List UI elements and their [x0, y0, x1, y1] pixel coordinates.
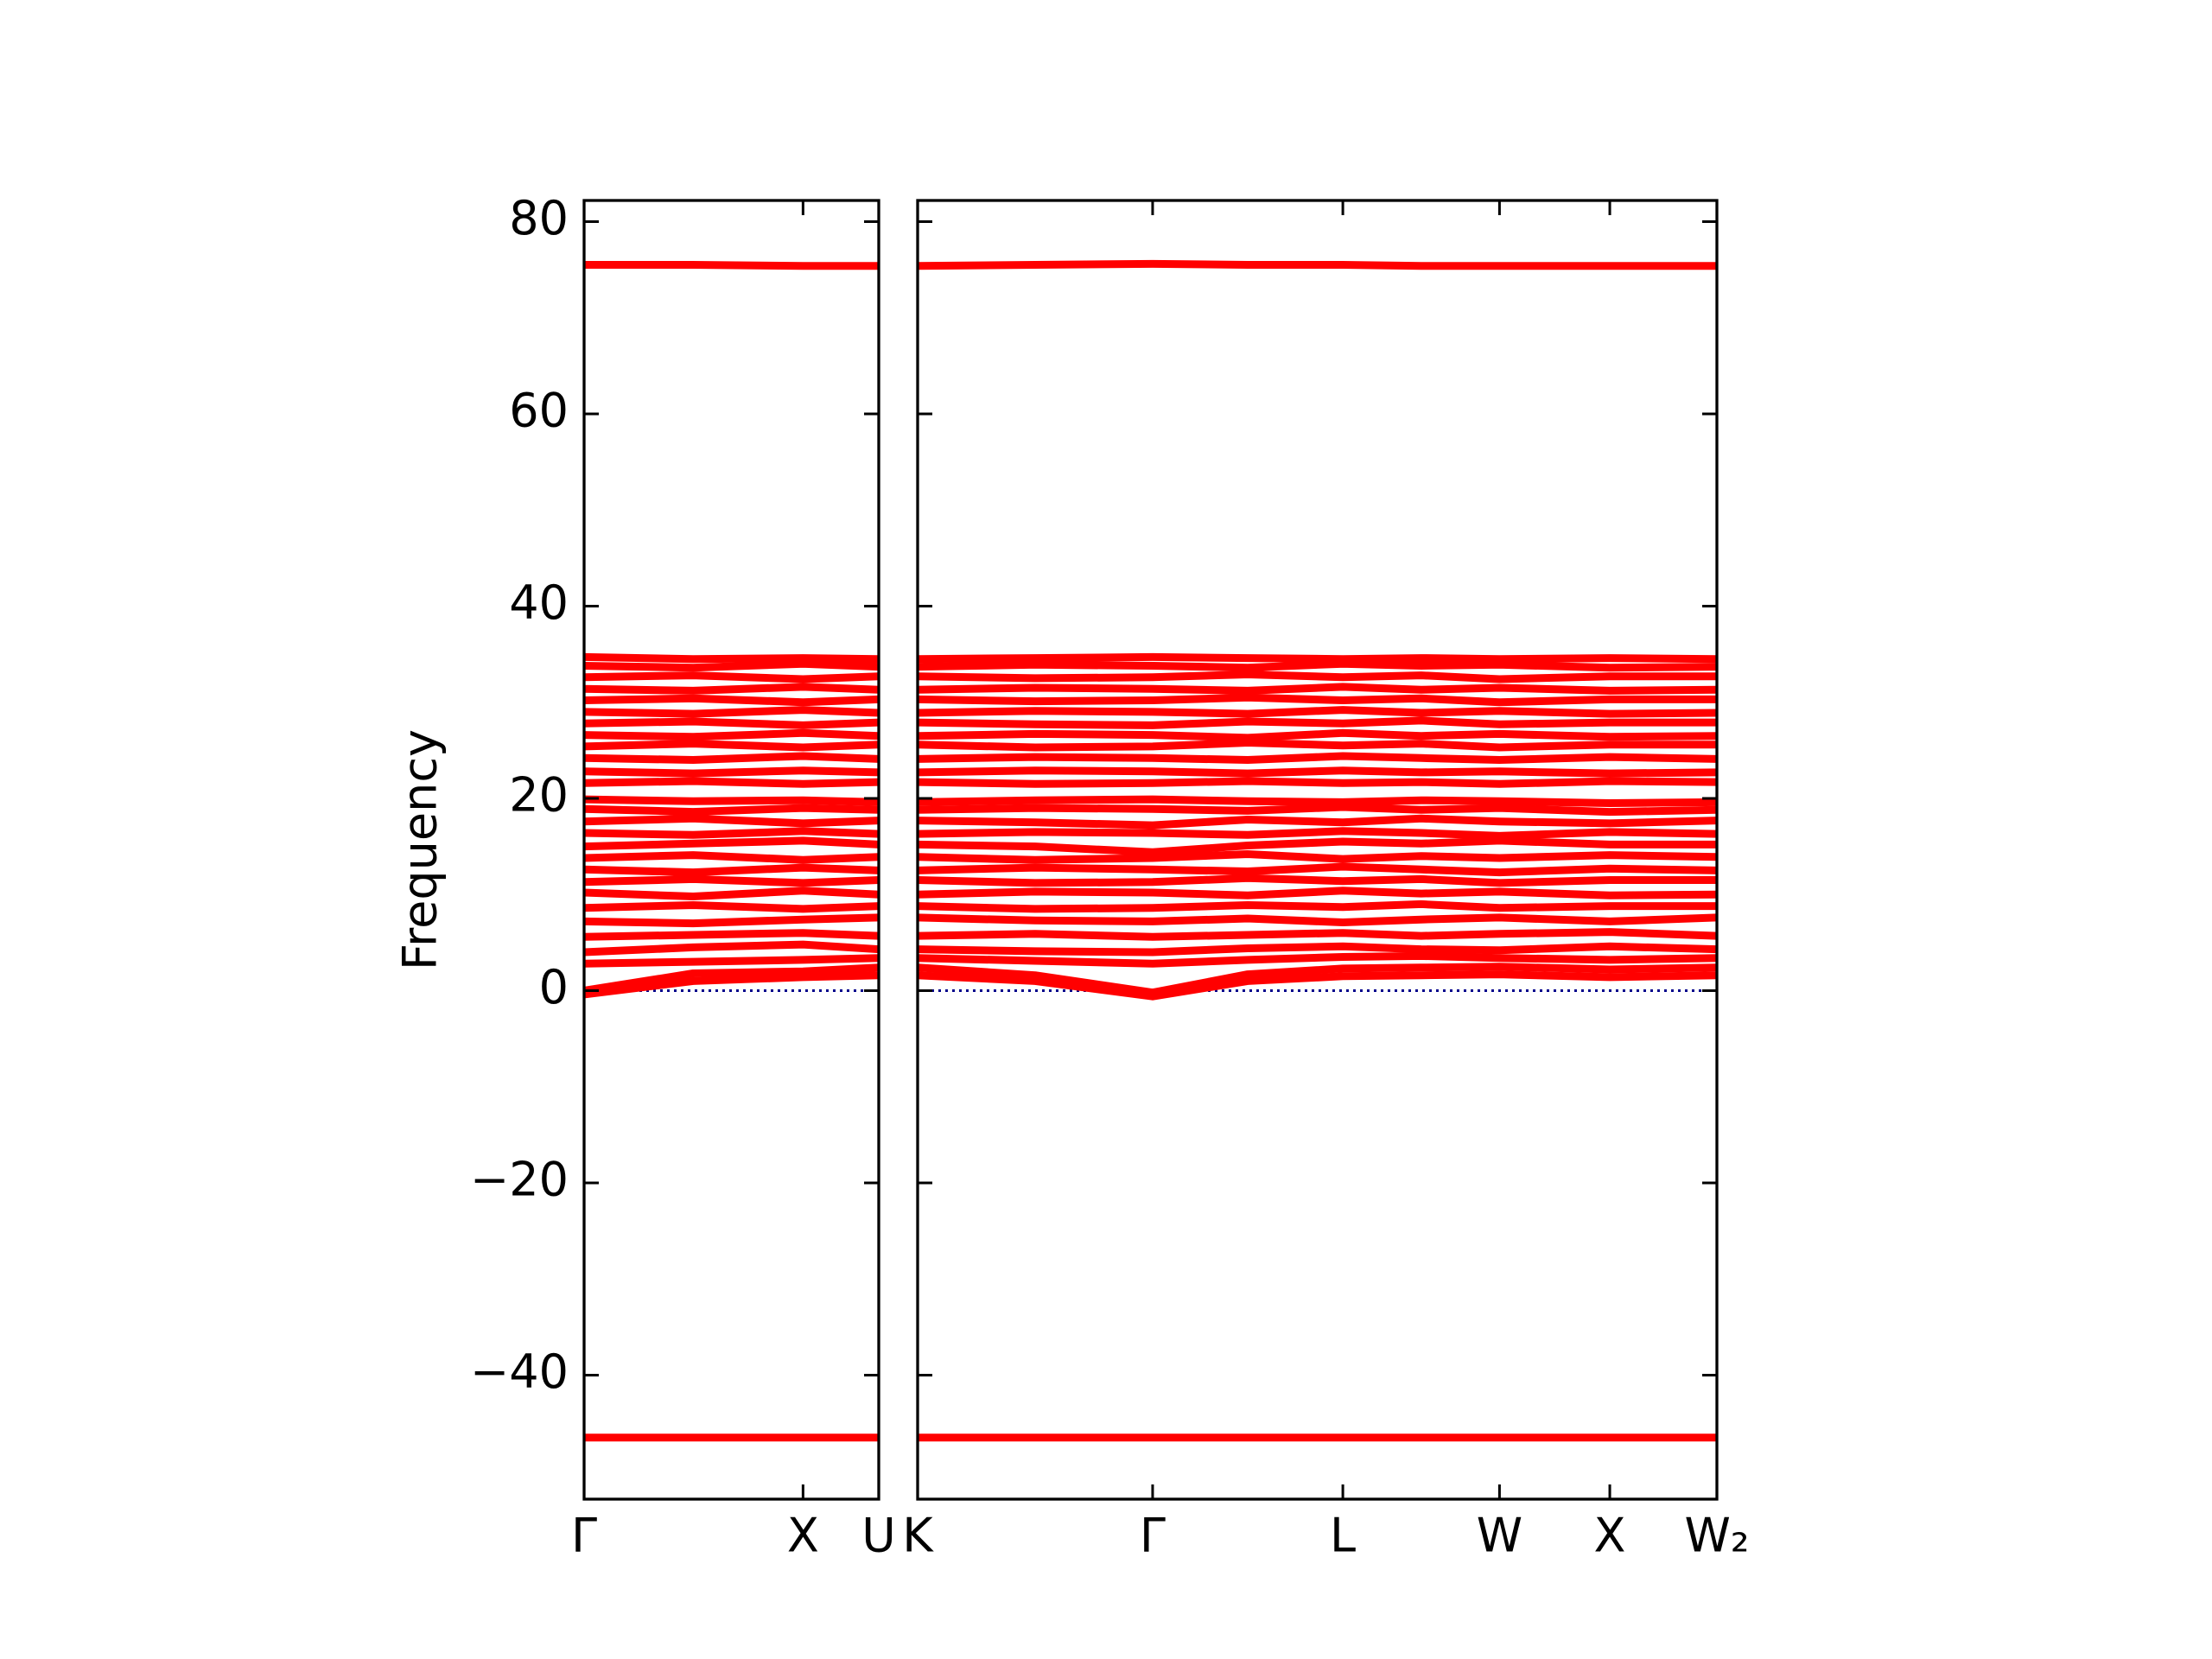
band-line: [583, 814, 880, 828]
band-line: [917, 970, 1718, 1001]
y-tick-label: 40: [509, 575, 569, 630]
band-line: [917, 887, 1718, 899]
band-line: [583, 671, 880, 683]
band-line: [917, 716, 1717, 729]
x-tick-label: Γ: [571, 1509, 597, 1563]
band-line: [583, 804, 880, 817]
band-line: [917, 874, 1717, 887]
band-line: [583, 940, 880, 957]
band-line: [583, 766, 880, 778]
x-tick-label: L: [1330, 1509, 1356, 1563]
band-line: [583, 836, 880, 851]
band-line: [917, 827, 1718, 840]
y-tick-label: 80: [509, 191, 569, 245]
x-tick-label: U: [861, 1509, 896, 1563]
y-tick-label: −40: [470, 1344, 569, 1399]
band-line: [583, 851, 880, 864]
band-line: [583, 901, 880, 913]
band-line: [917, 899, 1717, 913]
y-tick-label: −20: [470, 1153, 569, 1207]
band-line: [917, 836, 1717, 856]
band-line: [583, 740, 880, 752]
x-tick-label: W₂: [1684, 1509, 1749, 1563]
plot-frame: [582, 199, 880, 1501]
band-line: [917, 652, 1718, 664]
band-line: [583, 652, 880, 664]
band-line: [583, 795, 880, 806]
y-tick-label: 20: [509, 768, 569, 823]
plot-frame: [916, 199, 1719, 1501]
band-line: [583, 659, 880, 672]
band-line: [583, 728, 880, 741]
x-tick-label: X: [787, 1509, 819, 1563]
y-tick-label: 0: [539, 960, 569, 1014]
x-tick-label: X: [1594, 1509, 1626, 1563]
band-line: [917, 913, 1718, 926]
band-line: [583, 887, 880, 900]
band-line: [917, 766, 1718, 778]
band-line: [917, 259, 1717, 270]
band-line: [917, 728, 1718, 742]
band-line: [917, 951, 1718, 968]
band-line: [917, 659, 1718, 672]
band-line: [917, 693, 1717, 707]
y-axis-label: Frequency: [393, 729, 448, 970]
x-tick-label: K: [902, 1509, 934, 1563]
band-line: [917, 752, 1718, 764]
band-line: [917, 795, 1718, 807]
band-line: [584, 261, 879, 270]
band-line: [583, 694, 880, 707]
band-line: [917, 814, 1718, 830]
band-line: [917, 803, 1718, 817]
band-line: [917, 671, 1717, 683]
band-line: [917, 963, 1718, 997]
band-line: [583, 706, 880, 718]
band-line: [583, 777, 880, 788]
band-line: [583, 827, 880, 839]
y-tick-label: 60: [509, 384, 569, 438]
band-line: [583, 929, 880, 941]
band-line: [917, 850, 1718, 864]
band-line: [917, 928, 1718, 941]
band-line: [917, 739, 1717, 752]
band-line: [583, 683, 880, 695]
band-line: [917, 706, 1718, 718]
band-line: [583, 971, 880, 999]
band-line: [917, 683, 1718, 695]
band-line: [917, 942, 1718, 957]
band-line: [917, 862, 1718, 877]
band-line: [583, 863, 880, 877]
band-line: [583, 913, 880, 928]
band-line: [583, 874, 880, 887]
band-line: [583, 717, 880, 729]
band-line: [583, 954, 880, 968]
x-tick-label: W: [1477, 1509, 1522, 1563]
band-line: [583, 963, 880, 995]
band-line: [917, 777, 1718, 788]
band-line: [583, 752, 880, 764]
x-tick-label: Γ: [1140, 1509, 1166, 1563]
